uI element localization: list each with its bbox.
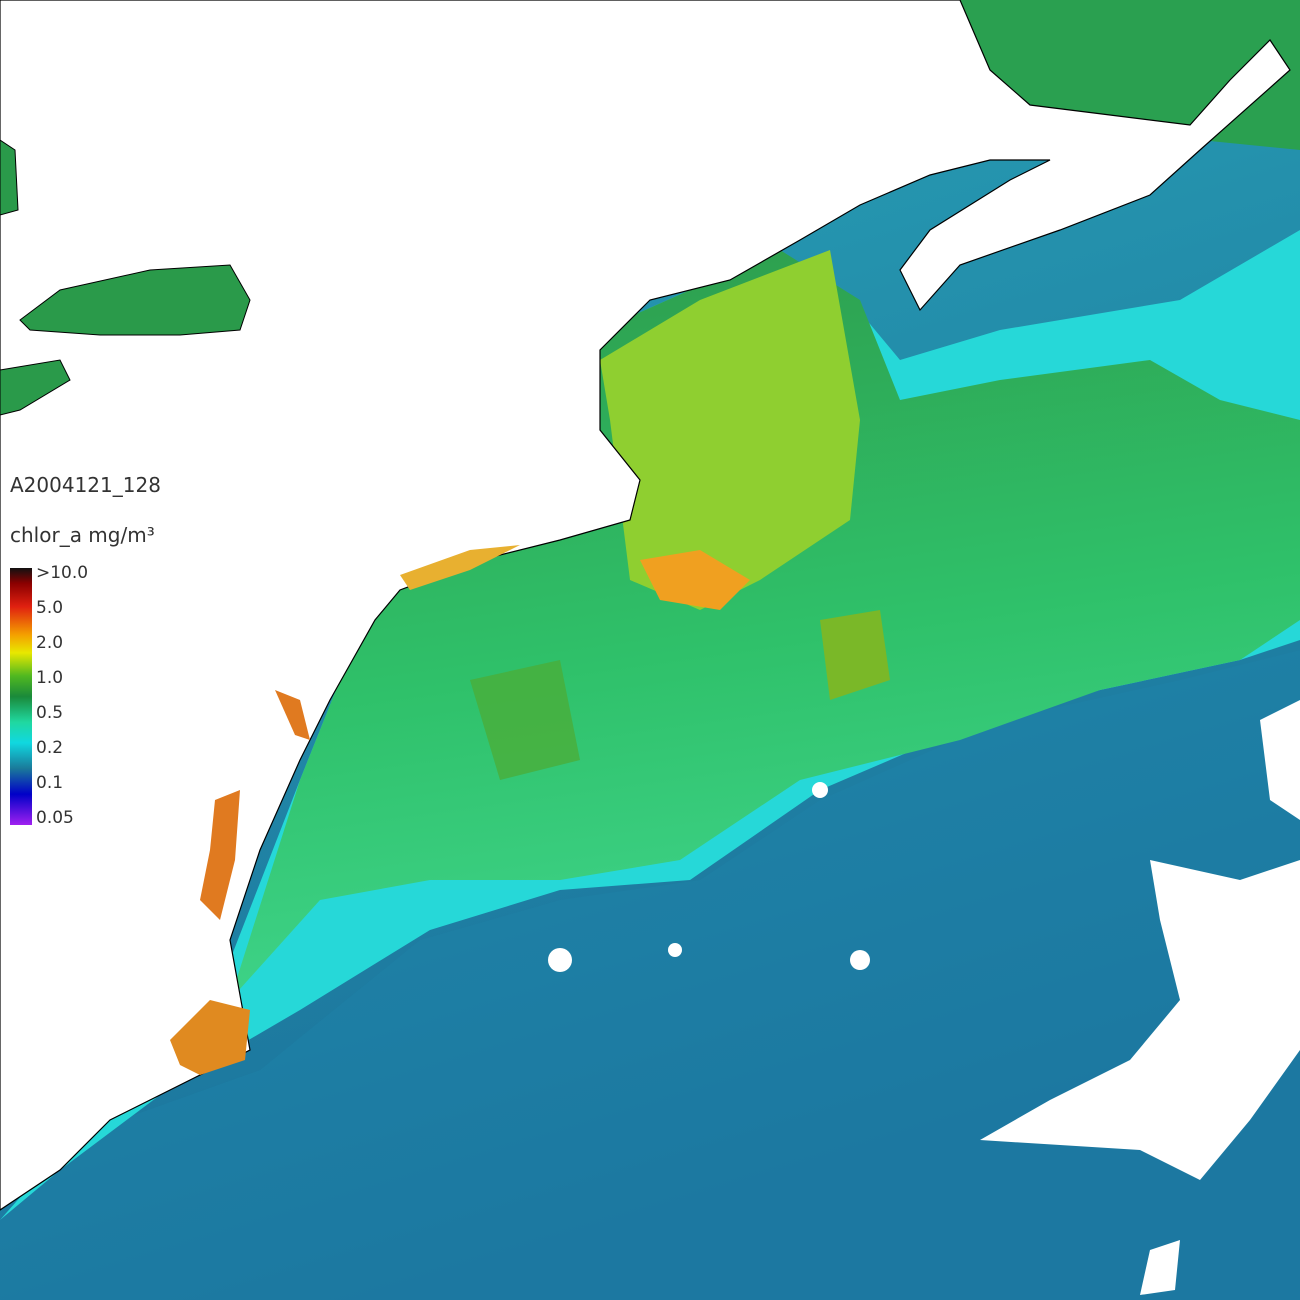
- colorbar-label: 0.2: [36, 738, 63, 758]
- cloud: [668, 943, 682, 957]
- cloud: [980, 860, 1300, 1180]
- cloud: [1260, 700, 1300, 820]
- gulf-of-maine: [600, 250, 860, 610]
- bloom-patch: [820, 610, 890, 700]
- colorbar-label: 5.0: [36, 598, 63, 618]
- delaware-bay: [275, 690, 310, 740]
- colorbar: [10, 568, 32, 825]
- georges-bank: [640, 550, 750, 610]
- land: [0, 0, 1291, 1211]
- colorbar-label: >10.0: [36, 563, 88, 583]
- colorbar-label: 1.0: [36, 668, 63, 688]
- lake-erie: [0, 359, 71, 416]
- cloud: [1140, 1240, 1180, 1295]
- lake-ontario: [19, 264, 251, 336]
- continental-shelf: [230, 250, 1300, 1000]
- clouds: [548, 700, 1300, 1295]
- colorbar-label: 0.05: [36, 808, 74, 828]
- legend-units: chlor_a mg/m³: [10, 523, 155, 547]
- lake: [0, 139, 19, 216]
- bloom-patch: [470, 660, 580, 780]
- open-ocean: [0, 650, 1300, 1300]
- colorbar-label: 0.5: [36, 703, 63, 723]
- pamlico-sound: [170, 1000, 250, 1075]
- colorbar-label: 2.0: [36, 633, 63, 653]
- cloud: [812, 782, 828, 798]
- long-island-sound: [400, 545, 520, 590]
- cloud: [548, 948, 572, 972]
- colorbar-label: 0.1: [36, 773, 63, 793]
- cloud: [850, 950, 870, 970]
- scene-id: A2004121_128: [10, 473, 161, 497]
- colorbar-labels: >10.0 5.0 2.0 1.0 0.5 0.2 0.1 0.05: [36, 563, 88, 828]
- chesapeake-bay: [200, 790, 240, 920]
